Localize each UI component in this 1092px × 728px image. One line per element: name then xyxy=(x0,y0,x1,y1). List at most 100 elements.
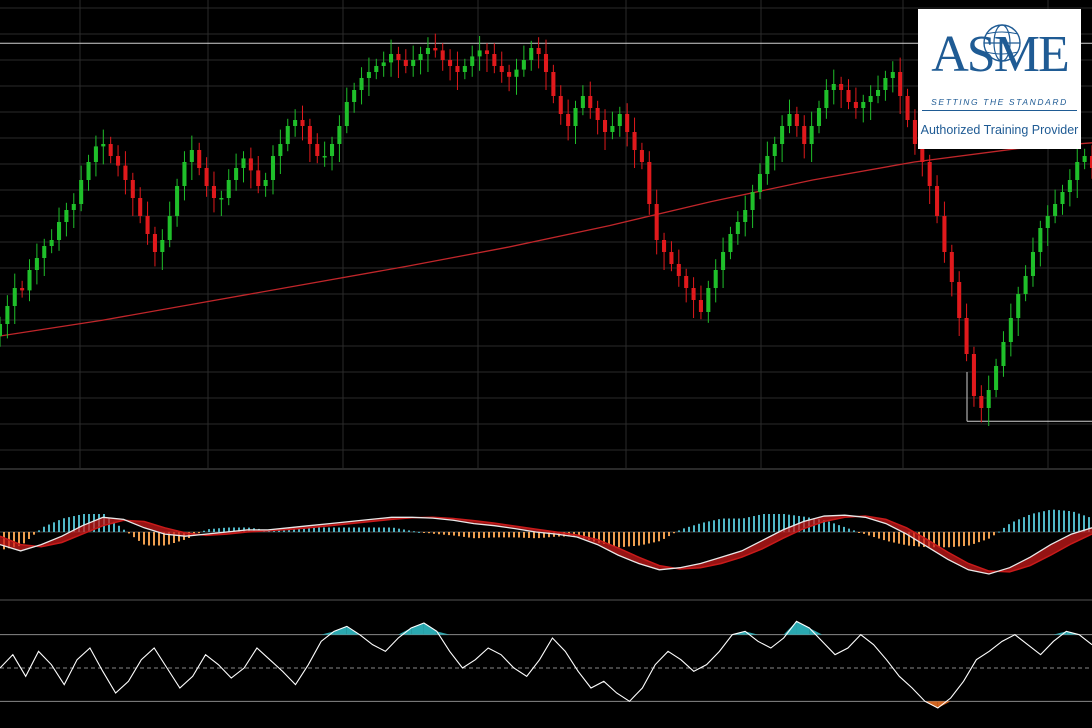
macd-histogram-bar xyxy=(1038,512,1040,532)
macd-histogram-bar xyxy=(788,514,790,532)
candle-body xyxy=(964,318,969,354)
moving-average-layer xyxy=(0,142,1092,337)
macd-histogram-bar xyxy=(73,516,75,532)
macd-histogram-bar xyxy=(708,521,710,532)
candle-body xyxy=(263,180,268,186)
candle-body xyxy=(905,96,910,120)
candle-body xyxy=(433,48,438,51)
macd-histogram-bar xyxy=(1073,511,1075,532)
candle-body xyxy=(403,60,408,66)
candle-body xyxy=(684,276,689,288)
macd-histogram-bar xyxy=(1068,511,1070,532)
candle-body xyxy=(425,48,430,54)
macd-histogram-bar xyxy=(408,530,410,532)
macd-histogram-bar xyxy=(58,520,60,532)
candle-body xyxy=(448,60,453,66)
candle-body xyxy=(152,234,157,252)
macd-histogram-bar xyxy=(383,527,385,532)
candle-body xyxy=(750,192,755,210)
macd-histogram-bar xyxy=(163,532,165,546)
macd-histogram-bar xyxy=(778,514,780,532)
macd-histogram-bar xyxy=(393,527,395,532)
candle-body xyxy=(853,102,858,108)
candle-body xyxy=(957,282,962,318)
macd-histogram-bar xyxy=(1043,511,1045,532)
candle-body xyxy=(366,72,371,78)
candle-body xyxy=(42,246,47,258)
candle-body xyxy=(551,72,556,96)
candle-body xyxy=(116,156,121,166)
macd-histogram-bar xyxy=(498,532,500,538)
candle-body xyxy=(809,126,814,144)
macd-histogram-bar xyxy=(943,532,945,548)
candle-body xyxy=(1067,180,1072,192)
candle-body xyxy=(529,48,534,60)
candle-body xyxy=(1001,342,1006,366)
macd-histogram-bar xyxy=(418,531,420,533)
macd-histogram-bar xyxy=(1083,515,1085,532)
macd-histogram-bar xyxy=(428,532,430,534)
macd-histogram-bar xyxy=(63,518,65,532)
candle-body xyxy=(610,126,615,132)
candle-body xyxy=(64,210,69,222)
macd-histogram-bar xyxy=(123,529,125,532)
candle-body xyxy=(765,156,770,174)
candle-body xyxy=(935,186,940,216)
candle-body xyxy=(79,180,84,204)
logo-tagline: SETTING THE STANDARD xyxy=(922,97,1077,111)
macd-histogram-bar xyxy=(783,514,785,532)
macd-histogram-bar xyxy=(883,532,885,541)
candle-body xyxy=(1075,162,1080,180)
macd-histogram-bar xyxy=(398,528,400,532)
candle-body xyxy=(389,54,394,63)
macd-histogram-bar xyxy=(728,518,730,532)
candle-body xyxy=(662,240,667,252)
macd-histogram-bar xyxy=(173,532,175,544)
macd-histogram-bar xyxy=(723,518,725,532)
candle-body xyxy=(625,114,630,132)
macd-histogram-bar xyxy=(218,528,220,532)
macd-histogram-bar xyxy=(938,532,940,548)
candle-body xyxy=(86,162,91,180)
macd-histogram-bar xyxy=(1033,513,1035,532)
macd-fast-line xyxy=(0,514,1092,575)
macd-histogram-bar xyxy=(1053,509,1055,532)
macd-histogram-bar xyxy=(298,527,300,532)
candle-body xyxy=(1016,294,1021,318)
macd-histogram-bar xyxy=(403,529,405,532)
candle-body xyxy=(56,222,62,240)
macd-histogram-bar xyxy=(478,532,480,539)
macd-histogram-bar xyxy=(223,527,225,532)
macd-histogram-bar xyxy=(118,525,120,532)
candle-body xyxy=(772,144,777,156)
macd-histogram-bar xyxy=(388,527,390,532)
candle-body xyxy=(706,288,711,312)
candle-body xyxy=(175,186,180,216)
macd-histogram-bar xyxy=(678,530,680,532)
candle-body xyxy=(898,72,903,96)
overbought-fill xyxy=(334,626,347,635)
macd-histogram-bar xyxy=(128,532,130,534)
candle-body xyxy=(839,84,844,90)
macd-histogram-bar xyxy=(483,532,485,538)
macd-histogram-bar xyxy=(1003,527,1005,532)
macd-histogram-bar xyxy=(988,532,990,539)
macd-histogram-bar xyxy=(758,514,760,532)
macd-histogram-bar xyxy=(668,532,670,537)
candle-body xyxy=(942,216,947,252)
macd-histogram-bar xyxy=(503,532,505,538)
macd-histogram-bar xyxy=(108,517,110,532)
candle-body xyxy=(1082,156,1087,162)
logo-brand: ASME xyxy=(931,26,1069,83)
candle-body xyxy=(0,324,3,336)
candle-body xyxy=(617,114,622,126)
macd-histogram-bar xyxy=(198,532,200,534)
macd-histogram-bar xyxy=(693,525,695,532)
candle-body xyxy=(632,132,637,150)
candle-body xyxy=(507,72,512,77)
candle-body xyxy=(573,108,578,126)
macd-histogram-bar xyxy=(588,532,590,540)
macd-histogram-bar xyxy=(113,521,115,532)
macd-histogram-bar xyxy=(623,532,625,547)
